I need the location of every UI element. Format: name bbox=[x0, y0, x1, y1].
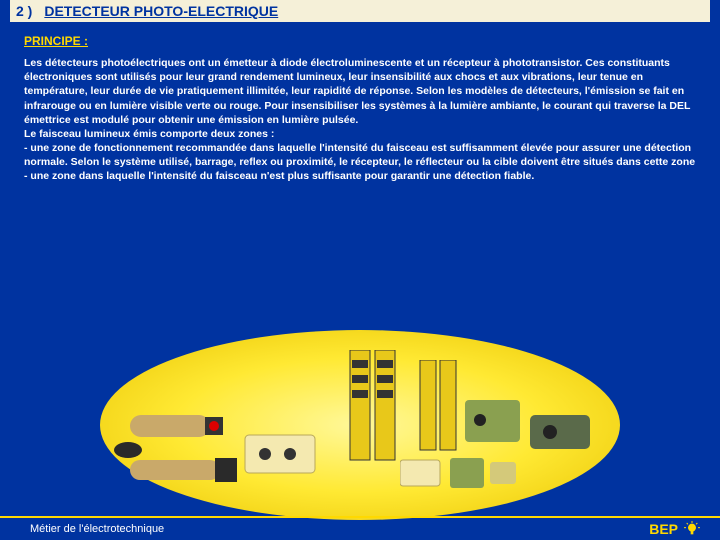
footer-right: BEP bbox=[649, 521, 700, 537]
title-bar: 2 ) DETECTEUR PHOTO-ELECTRIQUE bbox=[10, 0, 710, 22]
footer-right-label: BEP bbox=[649, 521, 678, 537]
sensor-cylindrical-2 bbox=[130, 450, 240, 500]
lightbulb-icon bbox=[684, 521, 700, 537]
ellipse-bg bbox=[100, 330, 620, 520]
sensor-misc bbox=[400, 450, 520, 500]
footer: Métier de l'électrotechnique BEP bbox=[0, 516, 720, 540]
paragraph: Les détecteurs photoélectriques ont un é… bbox=[24, 56, 706, 127]
sensor-rect-1 bbox=[240, 430, 340, 490]
sensor-illustration bbox=[100, 330, 620, 520]
body-text: Les détecteurs photoélectriques ont un é… bbox=[24, 56, 706, 184]
paragraph: Le faisceau lumineux émis comporte deux … bbox=[24, 127, 706, 141]
section-number: 2 ) bbox=[16, 3, 32, 19]
paragraph: - une zone de fonctionnement recommandée… bbox=[24, 141, 706, 169]
paragraph: - une zone dans laquelle l'intensité du … bbox=[24, 169, 706, 183]
section-title: DETECTEUR PHOTO-ELECTRIQUE bbox=[44, 3, 278, 19]
subtitle: PRINCIPE : bbox=[24, 34, 720, 48]
footer-left: Métier de l'électrotechnique bbox=[30, 523, 164, 535]
